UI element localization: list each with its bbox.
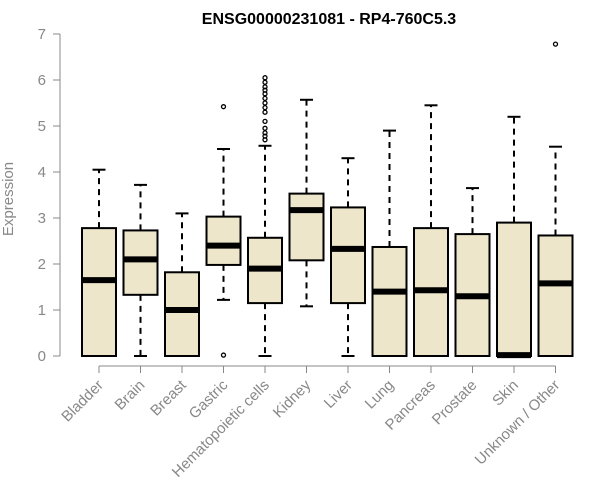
box-kidney: [288, 98, 325, 308]
outlier-point: [262, 79, 268, 85]
box-unknown-other: [537, 41, 574, 357]
y-tick-label: 7: [38, 26, 46, 43]
iqr-box: [330, 206, 366, 305]
outlier-point: [262, 125, 268, 131]
outlier-point: [262, 100, 268, 106]
y-tick-label: 0: [38, 348, 46, 365]
outlier-point: [262, 133, 268, 139]
x-tick-label: Liver: [321, 377, 356, 412]
box-hematopoietic-cells: [247, 75, 283, 357]
y-axis: 0 1 2 3 4 5 6 7: [38, 26, 61, 365]
iqr-box: [371, 245, 408, 357]
iqr-box: [164, 271, 200, 357]
box-lung: [371, 129, 408, 357]
y-tick-label: 2: [38, 256, 46, 273]
outlier-point: [262, 130, 268, 136]
box-skin: [496, 115, 532, 359]
iqr-box: [288, 192, 325, 262]
box-gastric: [205, 104, 242, 358]
iqr-box: [81, 227, 117, 357]
outlier-point: [262, 87, 268, 93]
outlier-point: [220, 352, 227, 358]
outlier-point: [552, 41, 559, 47]
chart-title: ENSG00000231081 - RP4-760C5.3: [202, 11, 456, 28]
iqr-box: [205, 215, 242, 266]
outlier-point: [262, 109, 268, 115]
iqr-box: [496, 221, 532, 357]
y-tick-label: 1: [38, 302, 46, 319]
outlier-point: [220, 104, 227, 110]
x-tick-label: Bladder: [58, 377, 107, 426]
outlier-point: [262, 95, 268, 102]
outlier-point: [262, 104, 268, 111]
x-tick-label: Breast: [147, 376, 190, 419]
y-tick-label: 6: [38, 72, 46, 89]
boxes-group: [81, 41, 574, 359]
x-tick-label: Prostate: [429, 377, 481, 429]
x-tick-label: Brain: [112, 377, 149, 414]
outlier-point: [262, 118, 268, 125]
box-prostate: [454, 187, 491, 358]
iqr-box: [537, 234, 574, 357]
outlier-point: [262, 84, 268, 90]
x-tick-label: Kidney: [270, 376, 315, 421]
y-tick-label: 3: [38, 210, 46, 227]
y-tick-label: 5: [38, 118, 46, 135]
x-tick-label: Lung: [362, 377, 398, 413]
y-tick-label: 4: [38, 164, 46, 181]
box-pancreas: [413, 104, 449, 357]
box-brain: [122, 183, 159, 357]
y-axis-label: Expression: [0, 162, 17, 236]
iqr-box: [122, 229, 159, 296]
box-liver: [330, 157, 366, 357]
box-breast: [164, 212, 200, 357]
x-tick-label: Skin: [489, 377, 522, 410]
box-bladder: [81, 168, 117, 357]
outlier-point: [262, 75, 268, 81]
